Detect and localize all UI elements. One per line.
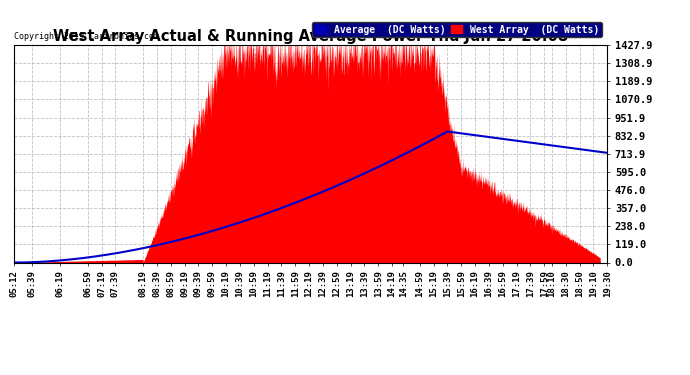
Legend: Average  (DC Watts), West Array  (DC Watts): Average (DC Watts), West Array (DC Watts… [312, 22, 602, 38]
Text: Copyright 2019 Cartronics.com: Copyright 2019 Cartronics.com [14, 32, 159, 40]
Title: West Array Actual & Running Average Power Thu Jun 27 20:08: West Array Actual & Running Average Powe… [53, 29, 568, 44]
